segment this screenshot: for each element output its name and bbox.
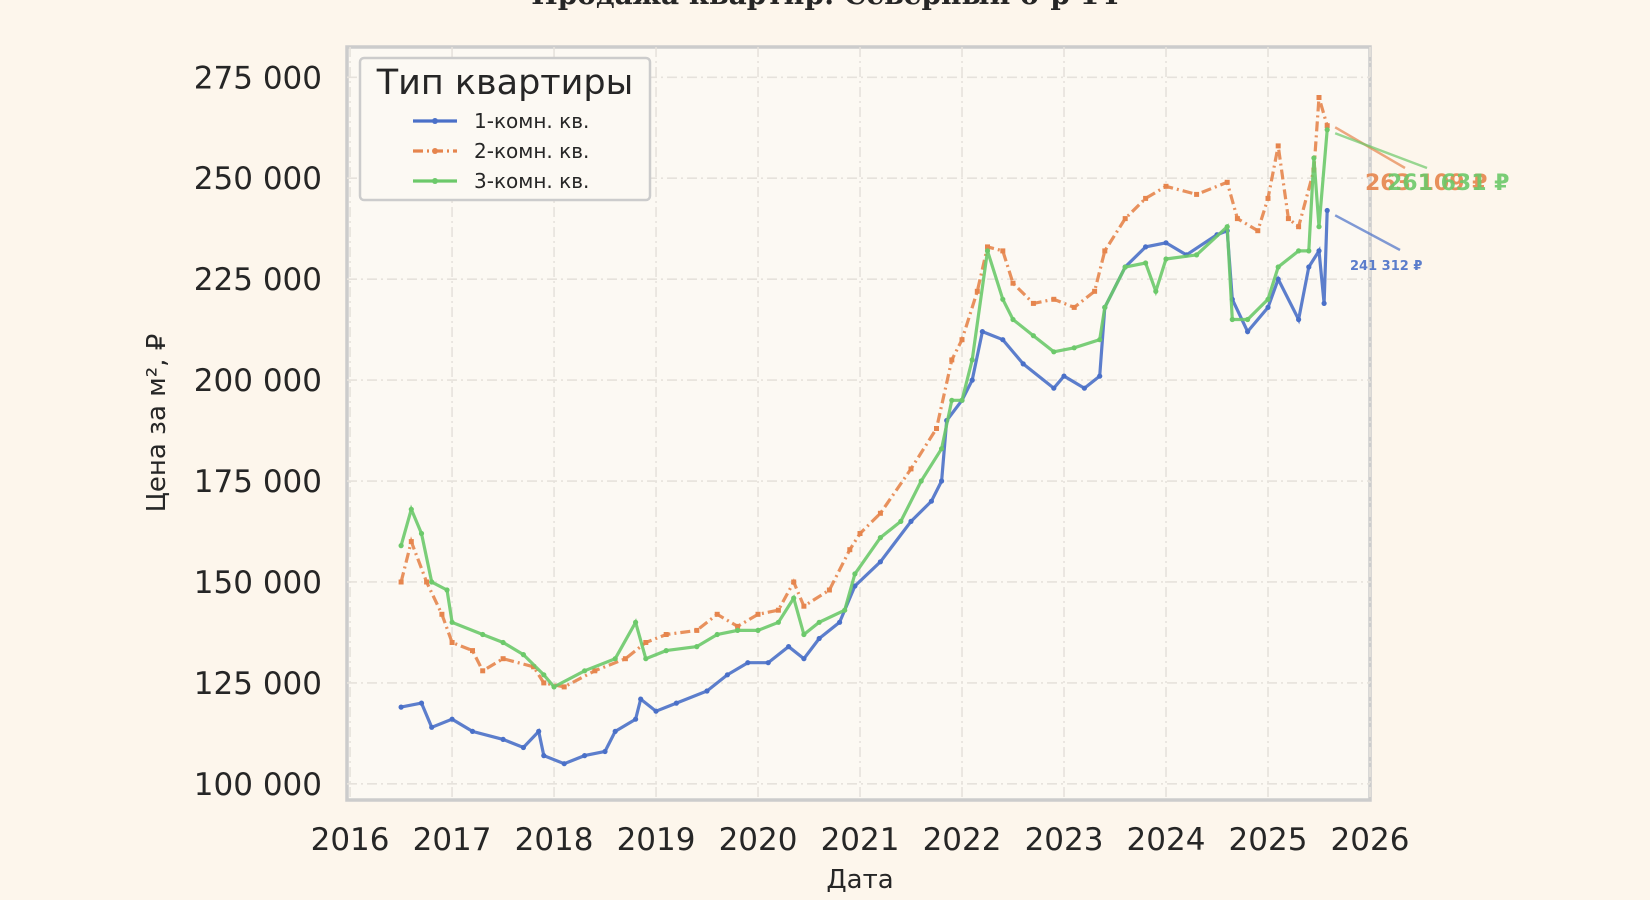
x-tick-label: 2016: [311, 822, 390, 858]
y-tick-label: 125 000: [194, 666, 322, 702]
legend-marker: [432, 148, 438, 154]
y-tick-label: 100 000: [194, 767, 322, 803]
annotation-label: 241 312 ₽: [1350, 259, 1422, 274]
x-tick-label: 2025: [1229, 822, 1308, 858]
y-tick-label: 175 000: [194, 464, 322, 500]
annotation-arrow: [1334, 214, 1401, 252]
annotation-arrow: [1334, 132, 1428, 170]
x-axis-label: Дата: [826, 865, 893, 895]
x-tick-label: 2018: [515, 822, 594, 858]
y-tick-label: 150 000: [194, 565, 322, 601]
legend-label: 1-комн. кв.: [474, 109, 589, 133]
x-tick-label: 2026: [1331, 822, 1410, 858]
legend-label: 3-комн. кв.: [474, 169, 589, 193]
y-tick-label: 225 000: [194, 262, 322, 298]
y-tick-label: 275 000: [194, 60, 322, 96]
annotation-label: 263 109 ₽: [1365, 171, 1487, 196]
chart-title: Продажа квартир: Северный б-р 14: [531, 0, 1118, 11]
x-tick-label: 2024: [1127, 822, 1206, 858]
legend-title: Тип квартиры: [376, 63, 634, 103]
x-tick-label: 2019: [617, 822, 696, 858]
legend-marker: [432, 178, 438, 184]
line-series: [398, 127, 1330, 690]
x-tick-label: 2020: [719, 822, 798, 858]
x-tick-label: 2021: [821, 822, 900, 858]
x-tick-label: 2017: [413, 822, 492, 858]
y-tick-label: 200 000: [194, 363, 322, 399]
annotation-label: 261 631 ₽: [1387, 171, 1509, 196]
x-tick-label: 2022: [923, 822, 1002, 858]
legend-label: 2-комн. кв.: [474, 139, 589, 163]
legend: Тип квартиры 1-комн. кв. 2-комн. кв. 3-комн…: [358, 56, 652, 202]
y-axis-label: Цена за м², ₽: [142, 334, 172, 513]
legend-marker: [432, 118, 438, 124]
y-tick-label: 250 000: [194, 161, 322, 197]
x-tick-label: 2023: [1025, 822, 1104, 858]
legend-box: [358, 56, 652, 202]
